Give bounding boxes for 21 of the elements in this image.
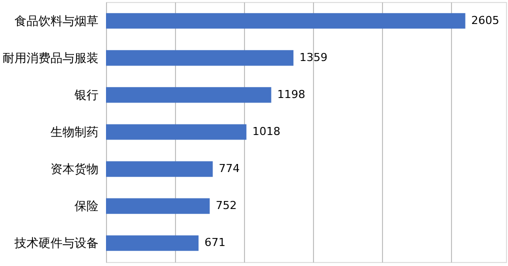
y-tick-label: 食品饮料与烟草 xyxy=(14,14,98,28)
data-label: 671 xyxy=(204,236,226,250)
y-tick-label: 保险 xyxy=(74,199,98,214)
bar xyxy=(106,13,466,29)
bar xyxy=(106,124,246,140)
y-tick-label: 技术硬件与设备 xyxy=(14,236,98,250)
data-label: 1359 xyxy=(299,50,328,64)
y-tick-label: 生物制药 xyxy=(50,125,98,139)
bar xyxy=(106,198,210,214)
bar xyxy=(106,235,199,251)
data-label: 1018 xyxy=(252,125,280,138)
y-tick-label: 耐用消费品与服装 xyxy=(2,50,98,65)
bar xyxy=(106,87,272,103)
data-label: 1198 xyxy=(277,88,306,101)
data-label: 2605 xyxy=(471,14,500,27)
data-label: 752 xyxy=(216,199,237,212)
y-tick-label: 银行 xyxy=(74,88,98,102)
data-label: 774 xyxy=(218,162,240,176)
bar xyxy=(106,50,294,66)
bar xyxy=(106,161,213,177)
y-tick-label: 资本货物 xyxy=(50,162,98,176)
